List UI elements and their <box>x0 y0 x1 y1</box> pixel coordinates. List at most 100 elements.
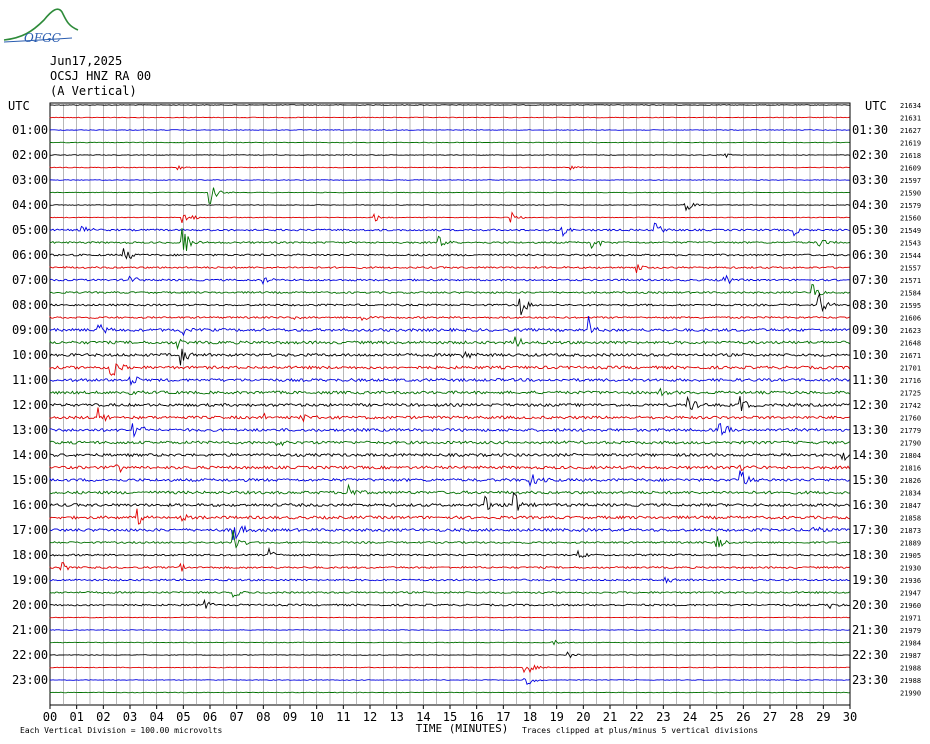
trace-line <box>49 153 850 159</box>
x-tick-label: 01 <box>69 710 83 724</box>
trace-line <box>49 464 850 474</box>
trace-line <box>49 187 850 205</box>
x-tick-label: 19 <box>549 710 563 724</box>
right-hour-label: 16:30 <box>852 498 888 512</box>
trace-value-label: 21804 <box>900 452 921 460</box>
right-hour-label: 07:30 <box>852 273 888 287</box>
clip-note: Traces clipped at plus/minus 5 vertical … <box>522 726 758 735</box>
right-hour-label: 23:30 <box>852 673 888 687</box>
trace-line <box>49 616 850 619</box>
trace-value-label: 21847 <box>900 502 921 510</box>
left-hour-label: 16:00 <box>12 498 48 512</box>
left-hour-label: 09:00 <box>12 323 48 337</box>
trace-line <box>49 470 850 488</box>
trace-value-label: 21595 <box>900 302 921 310</box>
right-hour-label: 03:30 <box>852 173 888 187</box>
left-hour-label: 11:00 <box>12 373 48 387</box>
left-hour-label: 21:00 <box>12 623 48 637</box>
trace-line <box>49 129 850 131</box>
trace-value-label: 21701 <box>900 365 921 373</box>
trace-value-label: 21947 <box>900 590 921 598</box>
right-hour-label: 15:30 <box>852 473 888 487</box>
x-tick-label: 30 <box>843 710 857 724</box>
trace-line <box>49 202 850 212</box>
logo-text: OFGC <box>24 31 61 45</box>
x-tick-label: 16 <box>469 710 483 724</box>
trace-value-label: 21905 <box>900 552 921 560</box>
trace-value-label: 21816 <box>900 465 921 473</box>
trace-value-label: 21988 <box>900 677 921 685</box>
trace-line <box>49 395 850 411</box>
scale-note: Each Vertical Division = 100.00 microvol… <box>20 726 222 735</box>
right-hour-label: 18:30 <box>852 548 888 562</box>
x-tick-label: 26 <box>736 710 750 724</box>
trace-value-label: 21579 <box>900 202 921 210</box>
left-hour-label: 23:00 <box>12 673 48 687</box>
trace-value-label: 21631 <box>900 115 921 123</box>
left-hour-label: 20:00 <box>12 598 48 612</box>
x-tick-label: 22 <box>629 710 643 724</box>
trace-value-label: 21571 <box>900 277 921 285</box>
left-hour-label: 05:00 <box>12 223 48 237</box>
trace-value-label: 21590 <box>900 190 921 198</box>
trace-line <box>50 651 850 659</box>
trace-line <box>49 387 850 397</box>
trace-value-label: 21936 <box>900 577 921 585</box>
trace-value-label: 21790 <box>900 440 921 448</box>
trace-value-label: 21716 <box>900 377 921 385</box>
trace-value-label: 21873 <box>900 527 921 535</box>
left-hour-label: 18:00 <box>12 548 48 562</box>
trace-line <box>49 274 850 286</box>
x-tick-label: 06 <box>203 710 217 724</box>
x-tick-label: 18 <box>523 710 537 724</box>
left-hour-label: 12:00 <box>12 398 48 412</box>
right-utc-label: UTC <box>865 99 887 113</box>
x-tick-label: 25 <box>709 710 723 724</box>
trace-line <box>49 348 850 366</box>
x-tick-label: 21 <box>603 710 617 724</box>
trace-line <box>49 283 850 296</box>
trace-line <box>49 576 850 584</box>
trace-value-label: 21760 <box>900 415 921 423</box>
trace-line <box>49 116 850 119</box>
left-hour-label: 10:00 <box>12 348 48 362</box>
trace-value-label: 21971 <box>900 615 921 623</box>
trace-value-label: 21543 <box>900 240 921 248</box>
x-tick-label: 29 <box>816 710 830 724</box>
x-tick-label: 24 <box>683 710 697 724</box>
trace-line <box>49 639 850 646</box>
trace-value-label: 21627 <box>900 127 921 135</box>
trace-line <box>49 104 850 106</box>
trace-line <box>49 336 850 351</box>
left-hour-label: 13:00 <box>12 423 48 437</box>
trace-line <box>49 316 850 337</box>
trace-line <box>49 452 850 462</box>
right-hour-label: 22:30 <box>852 648 888 662</box>
x-tick-label: 00 <box>43 710 57 724</box>
x-tick-label: 14 <box>416 710 430 724</box>
left-hour-label: 03:00 <box>12 173 48 187</box>
x-tick-label: 20 <box>576 710 590 724</box>
trace-line <box>49 508 850 525</box>
trace-value-label: 21623 <box>900 327 921 335</box>
trace-line <box>49 483 850 496</box>
trace-line <box>49 491 850 511</box>
x-tick-label: 13 <box>389 710 403 724</box>
x-tick-label: 05 <box>176 710 190 724</box>
right-hour-label: 10:30 <box>852 348 888 362</box>
x-tick-label: 02 <box>96 710 110 724</box>
right-hour-label: 08:30 <box>852 298 888 312</box>
trace-line <box>49 211 850 224</box>
right-hour-label: 20:30 <box>852 598 888 612</box>
trace-value-label: 21984 <box>900 640 921 648</box>
trace-value-label: 21930 <box>900 565 921 573</box>
x-tick-label: 09 <box>283 710 297 724</box>
trace-value-label: 21826 <box>900 477 921 485</box>
trace-line <box>49 375 850 387</box>
trace-line <box>49 165 850 171</box>
x-tick-label: 23 <box>656 710 670 724</box>
trace-value-label: 21557 <box>900 265 921 273</box>
trace-line <box>49 530 850 549</box>
right-hour-label: 21:30 <box>852 623 888 637</box>
x-tick-label: 10 <box>309 710 323 724</box>
